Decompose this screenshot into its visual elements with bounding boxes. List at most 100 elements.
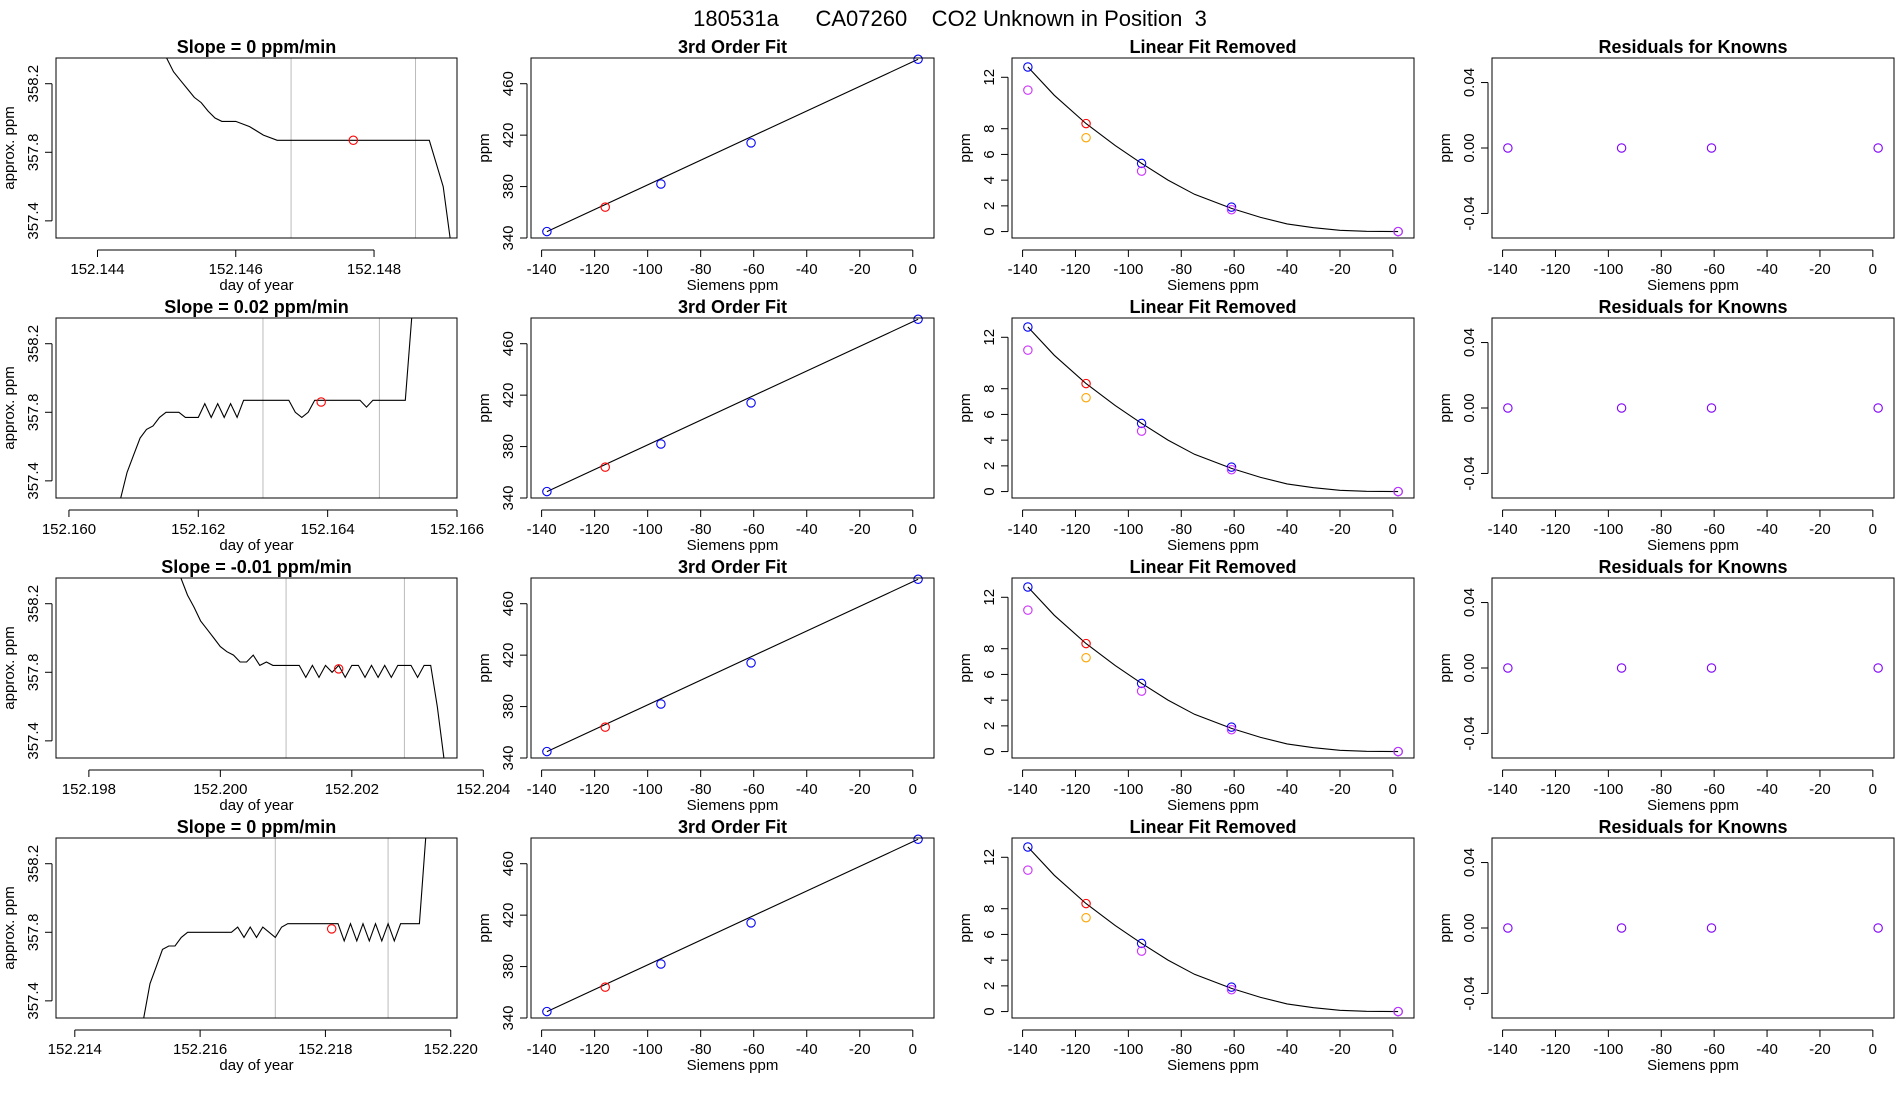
y-axis-label: ppm bbox=[1437, 133, 1454, 162]
y-axis-label: ppm bbox=[1437, 393, 1454, 422]
data-point bbox=[1136, 418, 1147, 429]
data-point bbox=[1136, 686, 1147, 696]
x-tick-label: -20 bbox=[849, 1041, 871, 1058]
x-tick-label: -80 bbox=[1170, 781, 1192, 798]
data-point bbox=[1706, 663, 1717, 673]
x-tick-label: -100 bbox=[633, 261, 663, 278]
data-point bbox=[1136, 426, 1147, 436]
x-tick-label: 0 bbox=[1389, 261, 1397, 278]
y-tick-label: 357.8 bbox=[25, 914, 42, 952]
data-point bbox=[1023, 865, 1033, 875]
x-tick-label: -40 bbox=[1276, 781, 1298, 798]
y-axis-label: approx. ppm bbox=[1, 626, 18, 709]
x-tick-label: -120 bbox=[1540, 1041, 1570, 1058]
x-tick-label: 152.144 bbox=[70, 261, 124, 278]
x-tick-label: -20 bbox=[1809, 1041, 1831, 1058]
data-point bbox=[1023, 62, 1033, 72]
x-tick-label: -20 bbox=[1329, 521, 1351, 538]
x-tick-label: 152.216 bbox=[173, 1041, 227, 1058]
chart-title: Linear Fit Removed bbox=[1129, 817, 1296, 837]
x-axis-label: Siemens ppm bbox=[687, 1057, 779, 1074]
data-point bbox=[1081, 912, 1091, 923]
y-tick-label: 4 bbox=[981, 956, 998, 964]
data-point bbox=[1136, 158, 1147, 169]
data-point bbox=[1136, 946, 1147, 956]
y-tick-label: 420 bbox=[500, 123, 517, 148]
y-tick-label: 0.04 bbox=[1461, 588, 1478, 617]
x-tick-label: 152.166 bbox=[430, 521, 484, 538]
y-tick-label: 460 bbox=[500, 591, 517, 616]
y-tick-label: 358.2 bbox=[25, 65, 42, 103]
chart-panel: Residuals for Knowns -140 -120 -100 -80 -60 -4… bbox=[1437, 297, 1895, 554]
y-tick-label: 0 bbox=[981, 1007, 998, 1015]
chart-title: Slope = 0.02 ppm/min bbox=[164, 297, 349, 317]
y-tick-label: 8 bbox=[981, 645, 998, 653]
y-axis-label: ppm bbox=[957, 913, 974, 942]
figure-title: 180531a CA07260 CO2 Unknown in Position … bbox=[693, 6, 1207, 31]
y-tick-label: 420 bbox=[500, 903, 517, 928]
x-tick-label: -40 bbox=[1276, 261, 1298, 278]
x-axis-label: Siemens ppm bbox=[687, 797, 779, 814]
x-tick-label: 0 bbox=[909, 1041, 917, 1058]
x-tick-label: -20 bbox=[1809, 781, 1831, 798]
x-tick-label: -120 bbox=[580, 1041, 610, 1058]
data-point bbox=[656, 179, 666, 189]
plot-frame bbox=[55, 577, 458, 759]
x-tick-label: -120 bbox=[580, 261, 610, 278]
data-point bbox=[1226, 722, 1237, 732]
data-point bbox=[542, 226, 552, 237]
y-tick-label: 2 bbox=[981, 722, 998, 730]
chart-title: 3rd Order Fit bbox=[678, 557, 787, 577]
x-tick-label: -80 bbox=[1170, 261, 1192, 278]
x-tick-label: -40 bbox=[796, 521, 818, 538]
x-tick-label: 0 bbox=[1869, 1041, 1877, 1058]
x-axis-label: Siemens ppm bbox=[1647, 537, 1739, 554]
x-tick-label: 152.146 bbox=[209, 261, 263, 278]
x-axis-label: Siemens ppm bbox=[687, 537, 779, 554]
y-tick-label: 2 bbox=[981, 462, 998, 470]
x-tick-label: -140 bbox=[527, 261, 557, 278]
x-axis-label: day of year bbox=[219, 797, 293, 814]
x-axis-label: Siemens ppm bbox=[1167, 797, 1259, 814]
data-point bbox=[1136, 938, 1147, 949]
chart-panel: 3rd Order Fit -140 -120 -100 -80 -60 -40 -20 0 Si… bbox=[476, 297, 935, 554]
chart-title: Slope = 0 ppm/min bbox=[177, 817, 337, 837]
y-tick-label: -0.04 bbox=[1461, 716, 1478, 750]
chart-panel: Slope = 0.02 ppm/min 152.160 152.162 152.16… bbox=[1, 297, 484, 554]
data-point bbox=[1393, 486, 1403, 497]
chart-panel: 3rd Order Fit -140 -120 -100 -80 -60 -40 -20 0 Si… bbox=[476, 817, 935, 1074]
y-axis-label: ppm bbox=[1437, 913, 1454, 942]
y-tick-label: 12 bbox=[981, 849, 998, 866]
chart-title: 3rd Order Fit bbox=[678, 37, 787, 57]
x-tick-label: -20 bbox=[1329, 261, 1351, 278]
data-point bbox=[913, 314, 923, 325]
x-tick-label: -40 bbox=[1276, 521, 1298, 538]
data-point bbox=[1503, 143, 1513, 153]
data-point bbox=[656, 439, 666, 449]
y-tick-label: -0.04 bbox=[1461, 456, 1478, 490]
y-tick-label: 8 bbox=[981, 125, 998, 133]
y-tick-label: 0 bbox=[981, 747, 998, 755]
x-tick-label: 0 bbox=[909, 521, 917, 538]
x-tick-label: -60 bbox=[1703, 521, 1725, 538]
data-point bbox=[1226, 984, 1237, 995]
plot-frame bbox=[1011, 837, 1415, 1019]
x-tick-label: -60 bbox=[1223, 781, 1245, 798]
y-tick-label: 0.00 bbox=[1461, 653, 1478, 682]
x-axis-label: day of year bbox=[219, 537, 293, 554]
y-tick-label: 358.2 bbox=[25, 325, 42, 363]
chart-title: Linear Fit Removed bbox=[1129, 37, 1296, 57]
plot-frame bbox=[55, 837, 458, 1019]
x-axis-label: Siemens ppm bbox=[1167, 537, 1259, 554]
data-point bbox=[1616, 143, 1627, 153]
series-line bbox=[180, 578, 445, 758]
y-tick-label: 460 bbox=[500, 331, 517, 356]
panel-grid: Slope = 0 ppm/min 152.144 152.146 152.148 da… bbox=[1, 37, 1895, 1074]
x-tick-label: 0 bbox=[909, 781, 917, 798]
chart-panel: Linear Fit Removed -140 -120 -100 -80 -60 -40 -… bbox=[957, 557, 1415, 814]
x-tick-label: -20 bbox=[1329, 781, 1351, 798]
x-tick-label: -100 bbox=[1593, 521, 1623, 538]
y-tick-label: 2 bbox=[981, 982, 998, 990]
x-tick-label: -40 bbox=[1756, 261, 1778, 278]
